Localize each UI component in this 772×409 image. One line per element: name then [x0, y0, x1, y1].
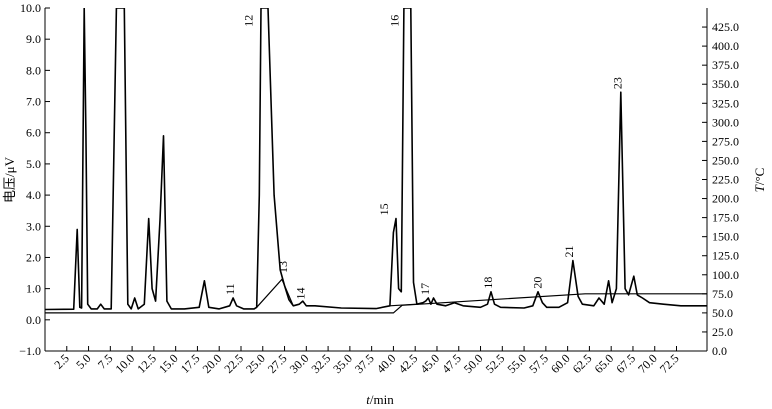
x-tick-label: 47.5: [439, 351, 464, 376]
peak-label: 12: [241, 15, 255, 27]
x-tick-label: 55.0: [504, 351, 529, 376]
y2-axis-title-unit: /°C: [752, 168, 767, 185]
series-group: [45, 8, 707, 314]
y2-tick-label: 100.0: [712, 268, 739, 282]
y2-tick-label: 0.0: [712, 344, 727, 358]
peak-label: 21: [562, 245, 576, 257]
y-axis-title: 电压/μV: [2, 156, 17, 203]
peak-label: 15: [377, 203, 391, 215]
y-tick-label: 9.0: [26, 32, 41, 46]
y2-tick-label: 400.0: [712, 39, 739, 53]
y2-tick-label: 200.0: [712, 192, 739, 206]
x-axis-title-unit: /min: [370, 392, 394, 407]
chromatogram-trace: [45, 8, 707, 311]
y-tick-label: 0.0: [26, 313, 41, 327]
y2-tick-label: 175.0: [712, 211, 739, 225]
x-tick-label: 62.5: [570, 351, 595, 376]
y2-axis-title-symbol: T: [752, 184, 767, 192]
y-tick-label: 7.0: [26, 95, 41, 109]
x-tick-label: 57.5: [526, 351, 551, 376]
x-tick-label: 50.0: [461, 351, 486, 376]
x-tick-label: 35.0: [330, 351, 355, 376]
x-axis-title-symbol: t: [366, 392, 370, 407]
x-tick-label: 15.0: [156, 351, 181, 376]
x-axis: 2.5 5.0 7.510.012.515.017.520.022.525.027.…: [45, 346, 707, 376]
left-y-axis: −1.0 0.0 1.0 2.0 3.0 4.0 5.0 6.0 7.0 8.0 9.0 10.0: [19, 1, 50, 358]
y-tick-label: 1.0: [26, 282, 41, 296]
x-tick-label: 45.0: [417, 351, 442, 376]
x-tick-label: 70.0: [635, 351, 660, 376]
y2-tick-label: 25.0: [712, 325, 733, 339]
y2-tick-label: 425.0: [712, 20, 739, 34]
right-y-axis: 0.0 25.0 50.0 75.0 100.0 125.0 150.0 175.0 200.0…: [702, 8, 739, 358]
y2-tick-label: 225.0: [712, 173, 739, 187]
y2-tick-label: 125.0: [712, 249, 739, 263]
x-tick-label: 32.5: [308, 351, 333, 376]
x-tick-label: 42.5: [396, 351, 421, 376]
y-tick-label: 5.0: [26, 157, 41, 171]
x-axis-title: t/min: [366, 392, 394, 407]
y2-tick-label: 50.0: [712, 306, 733, 320]
temperature-program-line: [45, 293, 707, 314]
x-tick-label: 52.5: [483, 351, 508, 376]
peak-label: 16: [388, 15, 402, 27]
y2-tick-label: 300.0: [712, 115, 739, 129]
y-tick-label: 3.0: [26, 219, 41, 233]
x-tick-label: 30.0: [287, 351, 312, 376]
y2-tick-label: 75.0: [712, 287, 733, 301]
peak-label: 18: [481, 277, 495, 289]
y2-tick-label: 350.0: [712, 77, 739, 91]
peak-label: 14: [294, 288, 308, 300]
y-tick-label: 2.0: [26, 250, 41, 264]
x-tick-label: 12.5: [134, 351, 159, 376]
integration-baselines: [256, 278, 417, 308]
peak-label: 13: [276, 261, 290, 273]
y2-tick-label: 150.0: [712, 230, 739, 244]
x-tick-label: 7.5: [95, 351, 116, 372]
x-tick-label: 40.0: [374, 351, 399, 376]
peak-label: 20: [531, 277, 545, 289]
peak-label: 11: [223, 283, 237, 295]
x-tick-label: 37.5: [352, 351, 377, 376]
y-tick-label: 6.0: [26, 126, 41, 140]
y2-tick-label: 275.0: [712, 134, 739, 148]
x-tick-label: 10.0: [112, 351, 137, 376]
y-tick-label: 4.0: [26, 188, 41, 202]
x-tick-label: 60.0: [548, 351, 573, 376]
peak-annotations: 11 12 13 14 15 16 17 18 20 21 23: [223, 15, 625, 300]
x-tick-label: 67.5: [613, 351, 638, 376]
x-tick-label: 5.0: [73, 351, 94, 372]
peak-label: 17: [418, 283, 432, 295]
x-tick-label: 22.5: [221, 351, 246, 376]
x-tick-label: 27.5: [265, 351, 290, 376]
peak-label: 23: [611, 77, 625, 89]
x-tick-label: 65.0: [592, 351, 617, 376]
x-tick-label: 20.0: [200, 351, 225, 376]
y2-tick-label: 325.0: [712, 96, 739, 110]
y2-axis-title: T/°C: [752, 168, 767, 193]
x-tick-label: 25.0: [243, 351, 268, 376]
x-tick-label: 2.5: [51, 351, 72, 372]
integration-baseline: [256, 278, 294, 308]
y2-tick-label: 375.0: [712, 58, 739, 72]
y-tick-label: 10.0: [20, 1, 41, 15]
x-tick-label: 17.5: [178, 351, 203, 376]
y-tick-label: −1.0: [19, 344, 41, 358]
x-tick-label: 72.5: [657, 351, 682, 376]
y2-tick-label: 250.0: [712, 153, 739, 167]
y-tick-label: 8.0: [26, 63, 41, 77]
